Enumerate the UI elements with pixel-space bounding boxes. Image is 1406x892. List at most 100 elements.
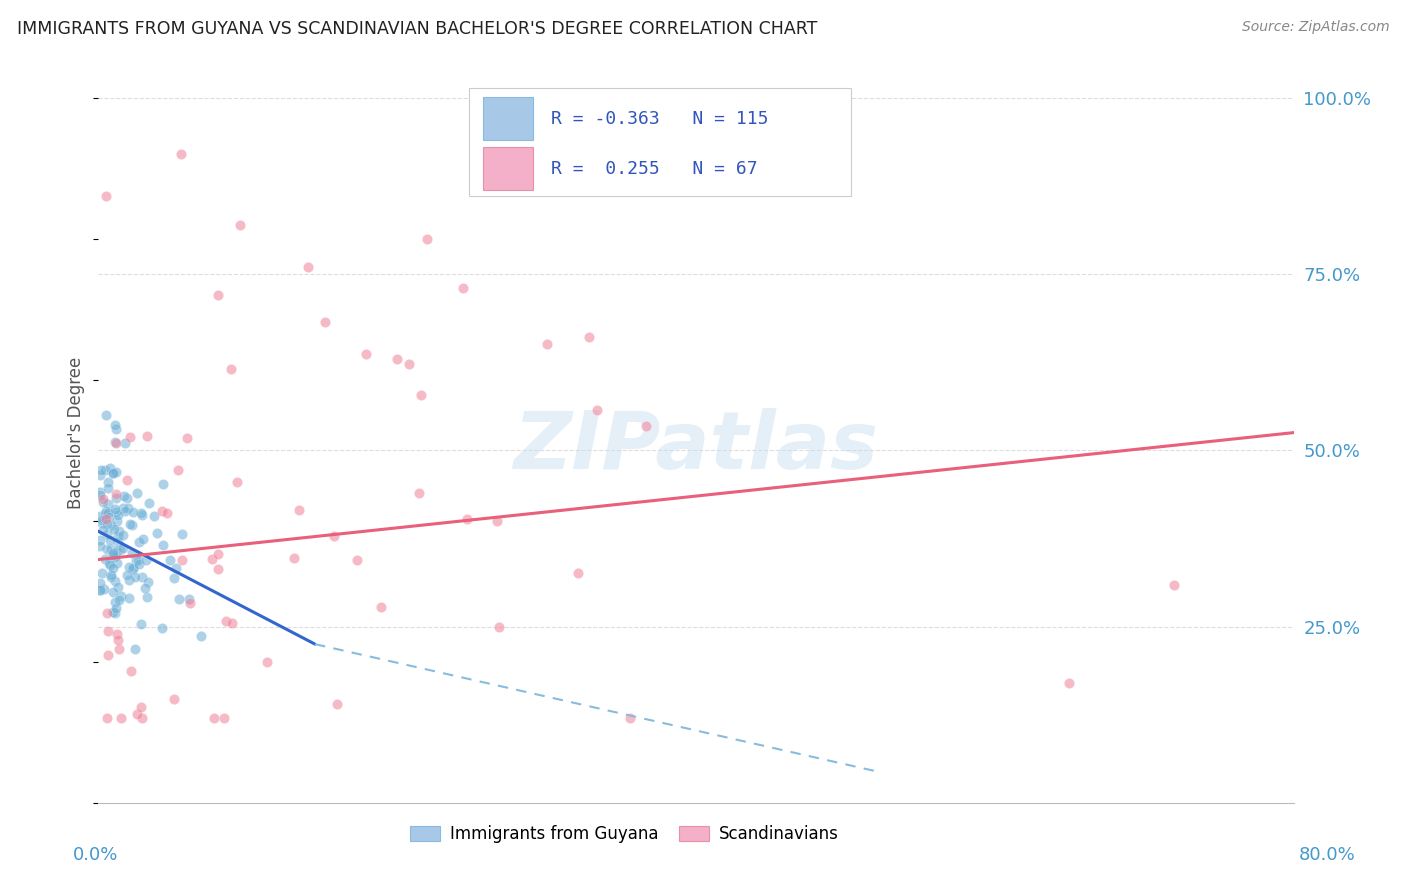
Point (89, 583, 111, 598)
Point (110, 711, 132, 725)
Point (131, 508, 153, 522)
Point (97, 475, 120, 489)
Point (107, 529, 129, 543)
Point (117, 473, 139, 487)
Point (112, 489, 135, 503)
Point (100, 518, 122, 533)
Point (136, 591, 159, 605)
Y-axis label: Bachelor's Degree: Bachelor's Degree (67, 357, 86, 508)
Point (138, 496, 160, 510)
Point (89, 467, 111, 482)
Point (94, 504, 117, 518)
Point (117, 560, 139, 574)
Point (96, 527, 118, 541)
Point (215, 614, 238, 628)
Point (91, 566, 114, 581)
Legend: Immigrants from Guyana, Scandinavians: Immigrants from Guyana, Scandinavians (404, 819, 845, 850)
Point (165, 560, 187, 574)
Point (108, 543, 131, 558)
Point (125, 553, 148, 567)
Point (136, 429, 159, 443)
Point (314, 315, 336, 329)
Point (107, 534, 129, 549)
Point (91, 516, 114, 531)
Point (98, 533, 121, 548)
Point (104, 487, 127, 501)
Point (132, 532, 155, 546)
Point (150, 622, 173, 636)
Point (115, 491, 138, 506)
Point (94, 552, 117, 566)
Point (288, 503, 311, 517)
Point (136, 574, 159, 589)
Point (134, 581, 156, 595)
Text: R = -0.363   N = 115: R = -0.363 N = 115 (551, 110, 769, 128)
Point (101, 605, 124, 619)
Point (104, 491, 127, 506)
Point (207, 562, 229, 576)
FancyBboxPatch shape (484, 147, 533, 190)
Point (94, 188, 117, 202)
Point (398, 357, 420, 371)
Point (297, 260, 319, 274)
Point (129, 507, 152, 521)
Point (190, 629, 212, 643)
Point (90, 463, 112, 477)
Point (128, 557, 150, 571)
Point (89, 539, 111, 553)
Point (221, 616, 243, 631)
Point (104, 607, 127, 621)
Text: 80.0%: 80.0% (1299, 846, 1355, 863)
Point (96, 711, 118, 725)
Point (97, 481, 120, 495)
Point (89, 488, 111, 502)
Point (125, 485, 148, 500)
Point (488, 620, 510, 634)
Point (159, 552, 181, 566)
Point (103, 466, 125, 480)
Point (93, 463, 115, 477)
Point (91, 513, 114, 527)
Text: R =  0.255   N = 67: R = 0.255 N = 67 (551, 160, 758, 178)
Point (98, 558, 121, 573)
Point (120, 516, 142, 531)
Point (146, 526, 169, 541)
Point (107, 580, 129, 594)
Point (229, 218, 252, 232)
Point (98, 461, 121, 475)
Point (100, 542, 122, 557)
Point (416, 232, 439, 246)
Text: ZIPatlas: ZIPatlas (513, 409, 879, 486)
Point (94, 507, 117, 521)
Point (451, 280, 474, 294)
Point (105, 422, 128, 436)
Point (114, 436, 136, 450)
Point (323, 529, 346, 543)
Point (163, 691, 186, 706)
Point (385, 351, 409, 366)
Text: Source: ZipAtlas.com: Source: ZipAtlas.com (1241, 20, 1389, 34)
Point (586, 403, 609, 417)
Point (104, 436, 127, 450)
Point (97, 497, 120, 511)
Point (207, 288, 229, 302)
Point (163, 571, 186, 585)
Point (91, 492, 114, 507)
Point (96, 512, 118, 526)
Point (745, 161, 768, 176)
Point (1163, 578, 1185, 592)
Point (101, 546, 124, 560)
Point (256, 656, 278, 670)
Point (124, 642, 146, 657)
Point (152, 538, 174, 552)
Point (89, 582, 111, 597)
Point (176, 431, 198, 445)
Point (104, 466, 127, 480)
Point (114, 504, 136, 518)
Point (131, 711, 153, 725)
Point (101, 467, 124, 481)
Point (283, 550, 305, 565)
Point (96, 517, 118, 532)
Point (326, 697, 349, 711)
Point (121, 546, 143, 560)
